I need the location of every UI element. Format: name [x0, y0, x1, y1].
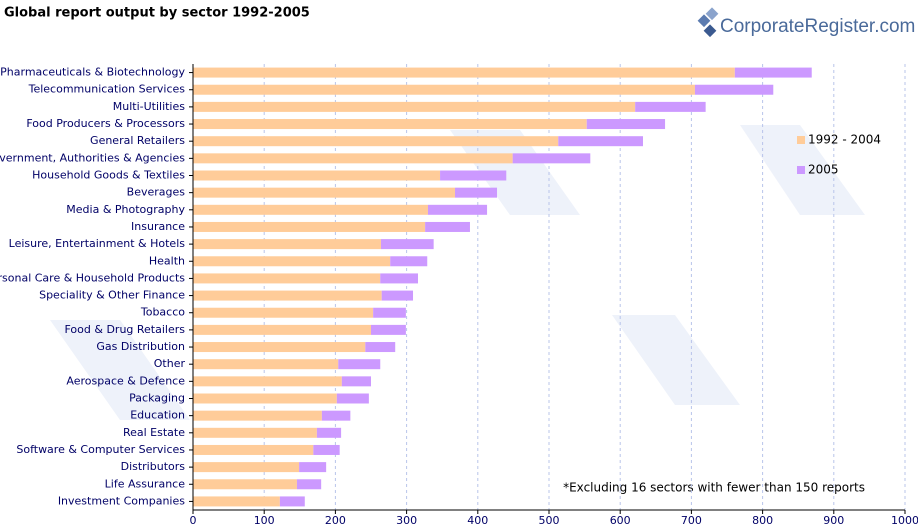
- bar-segment: [373, 308, 406, 318]
- y-tick-label: Speciality & Other Finance: [39, 289, 185, 302]
- bar-segment: [193, 496, 280, 506]
- bar-segment: [193, 411, 322, 421]
- bar-segment: [440, 171, 506, 181]
- bar-segment: [313, 445, 339, 455]
- y-tick-label: Life Assurance: [105, 477, 186, 490]
- x-tick-label: 100: [254, 514, 275, 527]
- bar-segment: [513, 153, 591, 163]
- logo-text: CorporateRegister.com: [720, 16, 915, 37]
- bar-segment: [337, 394, 369, 404]
- legend-label: 2005: [808, 163, 839, 177]
- bar-segment: [193, 188, 455, 198]
- y-tick-label: Food & Drug Retailers: [65, 323, 186, 336]
- logo-icon: [698, 7, 719, 37]
- bar-segment: [193, 359, 338, 369]
- bar-segment: [735, 68, 812, 78]
- bar-segment: [193, 256, 390, 266]
- x-tick-label: 600: [610, 514, 631, 527]
- x-tick-label: 500: [539, 514, 560, 527]
- chart-title: Global report output by sector 1992-2005: [4, 6, 310, 21]
- y-tick-label: Real Estate: [123, 426, 185, 439]
- chart: Global report output by sector 1992-2005…: [0, 0, 918, 531]
- bar-segment: [317, 428, 341, 438]
- bar-segment: [193, 479, 297, 489]
- y-tick-label: Personal Care & Household Products: [0, 271, 185, 284]
- x-tick-label: 1000: [891, 514, 918, 527]
- x-tick-label: 700: [681, 514, 702, 527]
- bar-segment: [635, 102, 705, 112]
- y-tick-label: Multi-Utilities: [113, 100, 186, 113]
- x-tick-label: 800: [752, 514, 773, 527]
- bar-segment: [280, 496, 305, 506]
- bar-segment: [193, 273, 380, 283]
- bar-segment: [193, 68, 735, 78]
- bar-segment: [371, 325, 406, 335]
- y-tick-label: Aerospace & Defence: [66, 374, 185, 387]
- bar-segment: [193, 428, 317, 438]
- y-tick-label: Investment Companies: [58, 494, 185, 507]
- footnote: *Excluding 16 sectors with fewer than 15…: [563, 481, 865, 495]
- bar-segment: [193, 119, 587, 129]
- y-tick-label: Software & Computer Services: [16, 443, 185, 456]
- bar-segment: [193, 171, 440, 181]
- bar-segment: [365, 342, 395, 352]
- bar-segment: [425, 222, 470, 232]
- bar-segment: [381, 239, 434, 249]
- y-tick-label: Beverages: [127, 186, 186, 199]
- bar-segment: [428, 205, 487, 215]
- bar-segment: [342, 376, 371, 386]
- legend-swatch: [797, 166, 805, 174]
- bar-segment: [193, 239, 381, 249]
- bar-segment: [193, 462, 299, 472]
- y-tick-label: Leisure, Entertainment & Hotels: [9, 237, 186, 250]
- x-tick-label: 0: [190, 514, 197, 527]
- bar-segment: [193, 325, 371, 335]
- bar-segment: [193, 342, 365, 352]
- y-tick-label: Telecommunication Services: [28, 83, 186, 96]
- y-tick-label: Distributors: [121, 460, 186, 473]
- bar-segment: [695, 85, 773, 95]
- bar-segment: [558, 136, 643, 146]
- legend-swatch: [797, 136, 805, 144]
- x-tick-label: 400: [467, 514, 488, 527]
- bar-segment: [193, 394, 337, 404]
- y-tick-label: Government, Authorities & Agencies: [0, 151, 185, 164]
- y-tick-label: Gas Distribution: [96, 340, 185, 353]
- bar-segment: [380, 273, 418, 283]
- legend-label: 1992 - 2004: [808, 133, 881, 147]
- bar-segment: [193, 222, 425, 232]
- bar-segment: [193, 291, 382, 301]
- x-tick-label: 300: [396, 514, 417, 527]
- bar-segment: [297, 479, 321, 489]
- y-tick-label: Food Producers & Processors: [26, 117, 185, 130]
- bar-segment: [193, 376, 342, 386]
- x-tick-label: 900: [823, 514, 844, 527]
- x-tick-label: 200: [325, 514, 346, 527]
- bar-segment: [587, 119, 665, 129]
- bar-segment: [193, 205, 428, 215]
- bar-segment: [338, 359, 380, 369]
- bar-segment: [390, 256, 427, 266]
- bar-segment: [322, 411, 350, 421]
- y-tick-label: Education: [130, 409, 185, 422]
- y-tick-label: Household Goods & Textiles: [32, 169, 185, 182]
- y-tick-label: Insurance: [131, 220, 185, 233]
- bar-segment: [455, 188, 497, 198]
- y-tick-label: Media & Photography: [66, 203, 185, 216]
- bar-segment: [193, 85, 695, 95]
- bar-segment: [299, 462, 326, 472]
- bar-segment: [193, 136, 558, 146]
- y-tick-label: Tobacco: [140, 306, 185, 319]
- y-tick-label: Packaging: [129, 392, 185, 405]
- bar-segment: [193, 102, 635, 112]
- y-tick-label: Pharmaceuticals & Biotechnology: [0, 66, 185, 79]
- bar-segment: [382, 291, 413, 301]
- y-tick-label: Health: [149, 254, 185, 267]
- y-tick-label: Other: [154, 357, 186, 370]
- bar-segment: [193, 308, 373, 318]
- bar-segment: [193, 445, 313, 455]
- y-tick-label: General Retailers: [90, 134, 185, 147]
- bar-segment: [193, 153, 513, 163]
